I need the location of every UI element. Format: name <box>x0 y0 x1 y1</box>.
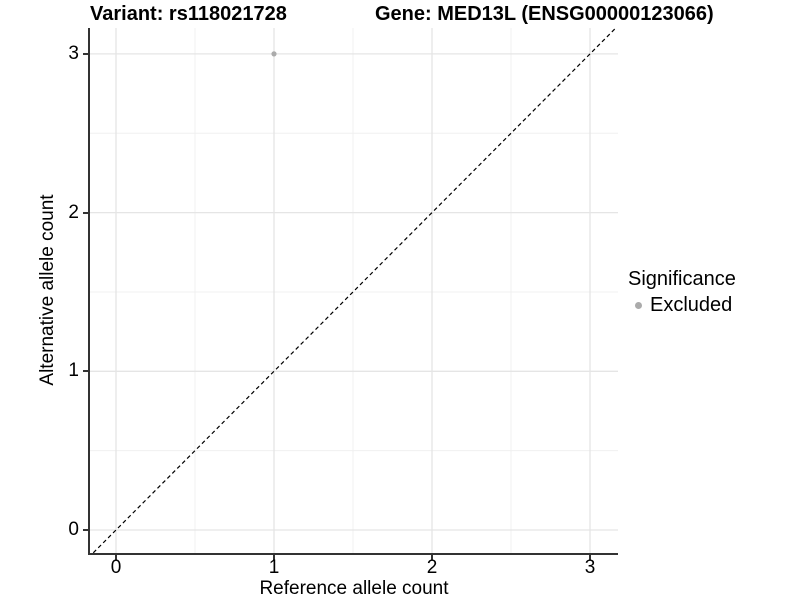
plot-title-variant: Variant: rs118021728 <box>90 3 287 25</box>
y-axis-title: Alternative allele count <box>37 194 58 386</box>
plot-panel <box>88 28 618 555</box>
legend-entries: Excluded <box>628 294 736 316</box>
y-tick-mark <box>83 370 88 373</box>
y-tick-label: 1 <box>68 360 79 382</box>
legend-point-icon <box>635 301 642 309</box>
legend: Significance Excluded <box>628 268 736 316</box>
y-tick-label: 2 <box>68 201 79 223</box>
y-tick-label: 0 <box>68 519 79 540</box>
y-tick-mark <box>83 211 88 214</box>
legend-entry-label: Excluded <box>650 294 733 316</box>
identity-line <box>92 28 617 553</box>
x-tick-label: 0 <box>110 557 122 578</box>
x-tick-label: 3 <box>584 557 596 578</box>
legend-title: Significance <box>628 268 736 290</box>
x-tick-label: 1 <box>268 557 280 578</box>
legend-entry: Excluded <box>628 294 736 316</box>
y-tick-label: 3 <box>68 42 79 64</box>
x-axis-title: Reference allele count <box>259 578 449 599</box>
x-tick-mark <box>589 555 591 560</box>
x-tick-mark <box>115 555 117 560</box>
plot-title-gene: Gene: MED13L (ENSG00000123066) <box>375 3 714 25</box>
y-tick-mark <box>83 529 88 531</box>
plot-panel-svg <box>90 28 618 553</box>
y-tick-mark <box>83 52 88 55</box>
x-tick-mark <box>273 555 275 560</box>
x-tick-mark <box>431 555 433 560</box>
data-point <box>271 51 277 57</box>
x-tick-label: 2 <box>426 557 438 578</box>
